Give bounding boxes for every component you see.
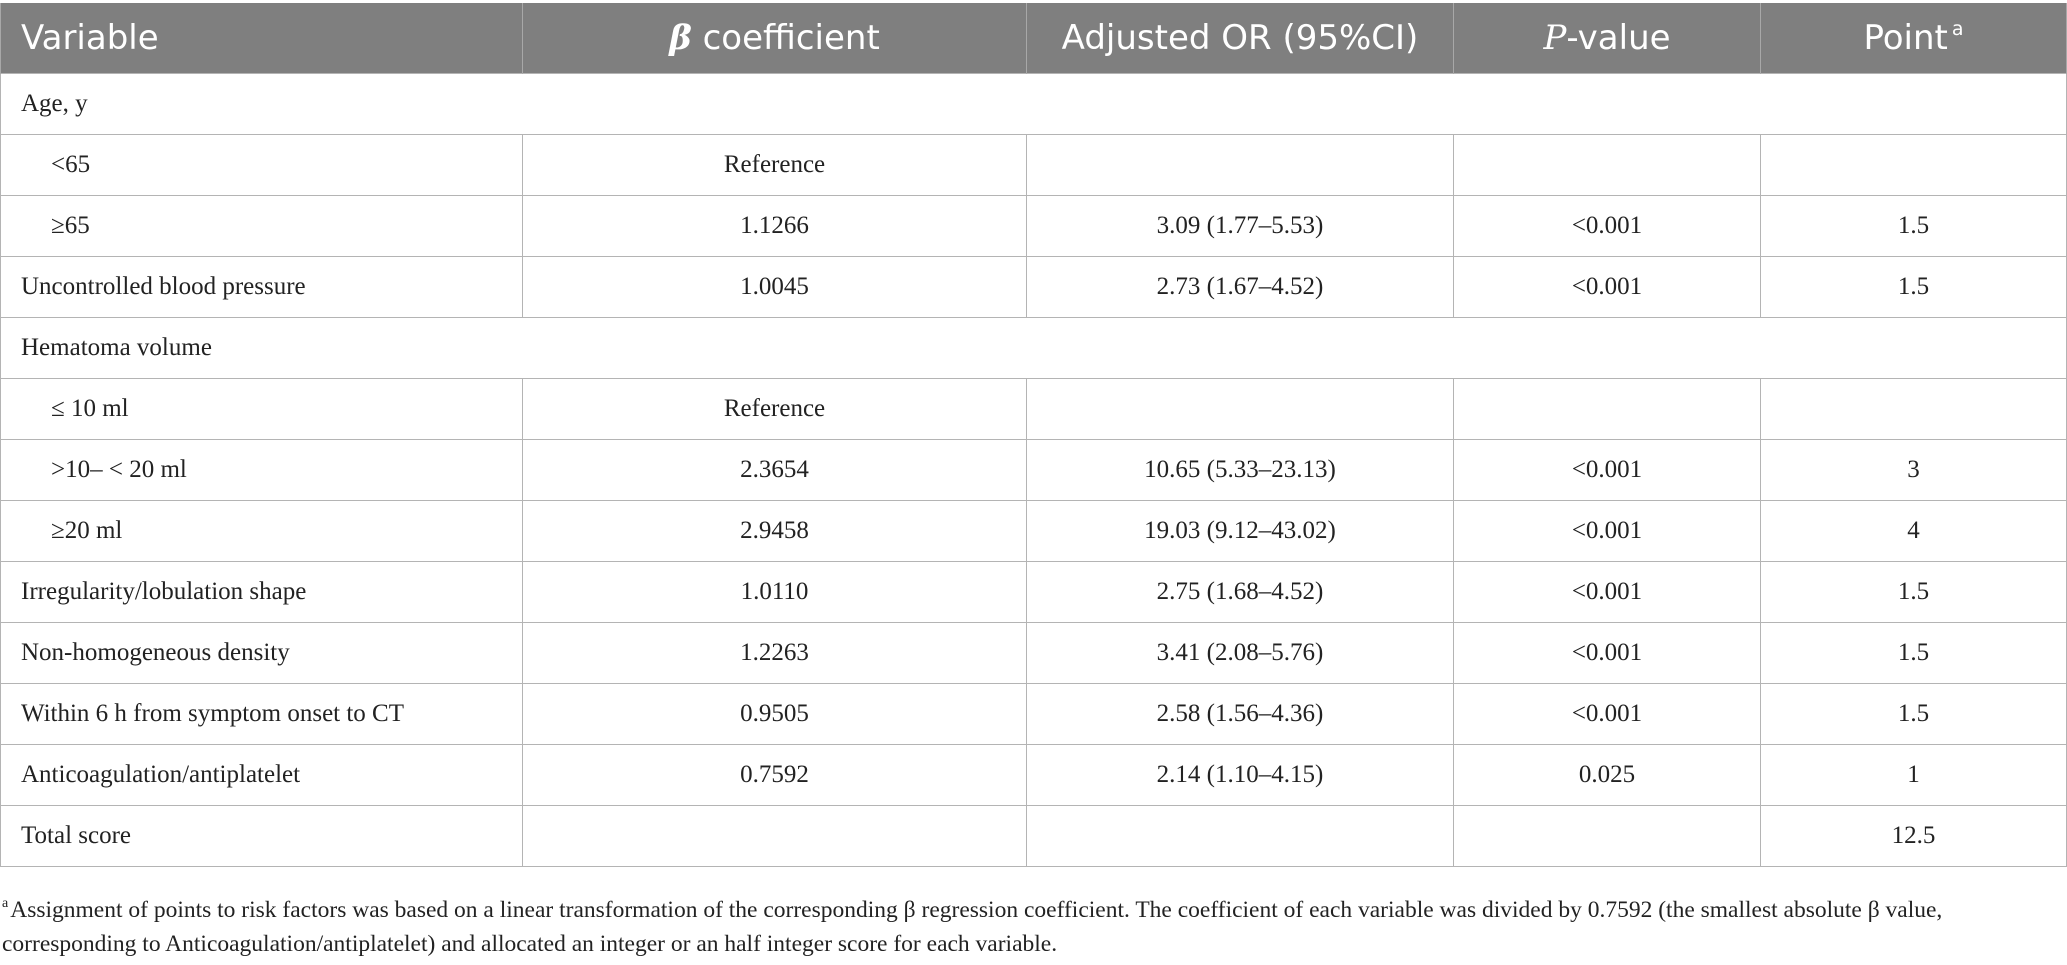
beta-cell: 2.9458 [522,500,1027,562]
beta-cell: 0.9505 [522,683,1027,745]
p-symbol: P [1543,18,1567,58]
beta-cell: Reference [522,378,1027,440]
header-beta-coefficient: β coefficient [522,3,1027,74]
beta-cell: 1.0110 [522,561,1027,623]
header-row: Variable β coefficient Adjusted OR (95%C… [0,3,2067,74]
point-cell: 1.5 [1760,195,2067,257]
table-row: Uncontrolled blood pressure 1.0045 2.73 … [0,256,2067,318]
header-p-value: P-value [1453,3,1761,74]
table-row: Irregularity/lobulation shape 1.0110 2.7… [0,561,2067,623]
or-cell [1026,134,1454,196]
beta-cell: 1.2263 [522,622,1027,684]
p-value-cell: <0.001 [1453,622,1761,684]
p-value-cell: <0.001 [1453,256,1761,318]
section-label: Age, y [0,73,2067,135]
beta-cell: 1.1266 [522,195,1027,257]
point-label: Point [1863,18,1948,58]
header-variable: Variable [0,3,523,74]
variable-cell: Within 6 h from symptom onset to CT [0,683,523,745]
beta-cell [522,805,1027,867]
beta-coefficient-label: coefficient [691,18,880,58]
risk-score-table: Variable β coefficient Adjusted OR (95%C… [0,3,2067,867]
point-cell: 1 [1760,744,2067,806]
section-row-age: Age, y [0,73,2067,135]
beta-cell: 0.7592 [522,744,1027,806]
p-value-cell: <0.001 [1453,500,1761,562]
header-adjusted-or: Adjusted OR (95%CI) [1026,3,1454,74]
table-row: ≤ 10 ml Reference [0,378,2067,440]
p-value-cell [1453,805,1761,867]
point-cell: 1.5 [1760,561,2067,623]
p-value-cell: <0.001 [1453,195,1761,257]
point-cell: 1.5 [1760,256,2067,318]
or-cell: 19.03 (9.12–43.02) [1026,500,1454,562]
variable-cell: ≤ 10 ml [0,378,523,440]
p-value-cell: <0.001 [1453,683,1761,745]
point-cell: 1.5 [1760,622,2067,684]
table-row: ≥20 ml 2.9458 19.03 (9.12–43.02) <0.001 … [0,500,2067,562]
or-cell: 3.41 (2.08–5.76) [1026,622,1454,684]
point-cell: 12.5 [1760,805,2067,867]
variable-cell: ≥20 ml [0,500,523,562]
table-row: Non-homogeneous density 1.2263 3.41 (2.0… [0,622,2067,684]
point-cell [1760,378,2067,440]
section-label: Hematoma volume [0,317,2067,379]
table-row: Anticoagulation/antiplatelet 0.7592 2.14… [0,744,2067,806]
variable-cell: Irregularity/lobulation shape [0,561,523,623]
total-score-row: Total score 12.5 [0,805,2067,867]
or-cell: 2.75 (1.68–4.52) [1026,561,1454,623]
point-cell [1760,134,2067,196]
or-cell: 3.09 (1.77–5.53) [1026,195,1454,257]
p-value-cell [1453,378,1761,440]
section-row-hematoma: Hematoma volume [0,317,2067,379]
footnote-text: Assignment of points to risk factors was… [2,897,1943,957]
or-cell: 2.73 (1.67–4.52) [1026,256,1454,318]
table-row: Within 6 h from symptom onset to CT 0.95… [0,683,2067,745]
p-value-cell: <0.001 [1453,439,1761,501]
variable-cell: ≥65 [0,195,523,257]
table-row: >10– < 20 ml 2.3654 10.65 (5.33–23.13) <… [0,439,2067,501]
footnote-marker: a [2,896,9,911]
or-cell: 10.65 (5.33–23.13) [1026,439,1454,501]
point-cell: 1.5 [1760,683,2067,745]
p-value-label: -value [1566,18,1671,58]
point-footnote-marker: a [1951,18,1964,40]
variable-cell: Non-homogeneous density [0,622,523,684]
variable-cell: Total score [0,805,523,867]
beta-cell: 1.0045 [522,256,1027,318]
point-cell: 4 [1760,500,2067,562]
beta-symbol: β [669,18,692,58]
variable-cell: Uncontrolled blood pressure [0,256,523,318]
or-cell: 2.14 (1.10–4.15) [1026,744,1454,806]
beta-cell: 2.3654 [522,439,1027,501]
variable-cell: <65 [0,134,523,196]
variable-cell: Anticoagulation/antiplatelet [0,744,523,806]
or-cell: 2.58 (1.56–4.36) [1026,683,1454,745]
table-row: ≥65 1.1266 3.09 (1.77–5.53) <0.001 1.5 [0,195,2067,257]
p-value-cell: <0.001 [1453,561,1761,623]
header-point: Point a [1760,3,2067,74]
beta-cell: Reference [522,134,1027,196]
variable-cell: >10– < 20 ml [0,439,523,501]
or-cell [1026,805,1454,867]
table-row: <65 Reference [0,134,2067,196]
or-cell [1026,378,1454,440]
table-footnote: aAssignment of points to risk factors wa… [2,887,2052,961]
p-value-cell: 0.025 [1453,744,1761,806]
p-value-cell [1453,134,1761,196]
point-cell: 3 [1760,439,2067,501]
